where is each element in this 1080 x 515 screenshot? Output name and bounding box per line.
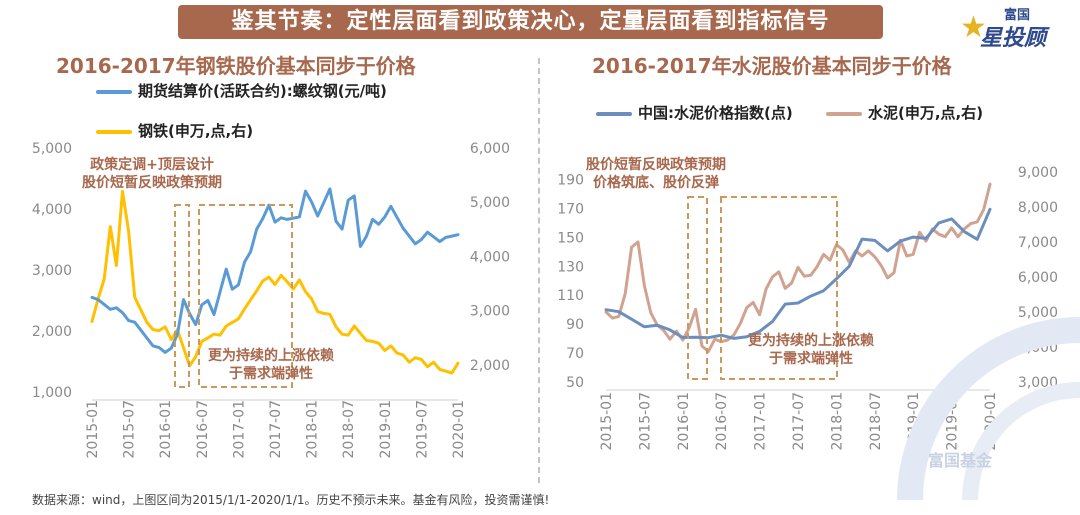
x-tick-label: 2019-07 <box>414 400 430 459</box>
x-tick-label: 2016-01 <box>676 392 692 451</box>
y-right-tick-label: 9,000 <box>1018 165 1058 181</box>
y-left-tick-label: 1,000 <box>32 385 72 401</box>
series-line-primary <box>90 187 460 354</box>
x-tick-label: 2017-01 <box>753 392 769 451</box>
x-tick-label: 2015-07 <box>637 392 653 451</box>
y-right-tick-label: 4,000 <box>470 249 510 265</box>
legend-label: 期货结算价(活跃合约):螺纹钢(元/吨) <box>138 82 387 100</box>
annotation-line: 股价短暂反映政策预期 <box>586 157 726 173</box>
y-left-tick-label: 190 <box>557 172 584 188</box>
y-right-tick-label: 3,000 <box>470 304 510 320</box>
y-right-tick-label: 7,000 <box>1018 235 1058 251</box>
x-tick-label: 2016-07 <box>714 392 730 451</box>
fuguo-logo: ★ 富国 星投顾 <box>960 4 1070 51</box>
left-annotation-bottom: 更为持续的上涨依赖 于需求端弹性 <box>208 347 334 383</box>
watermark-text: 富国基金 <box>928 451 993 470</box>
logo-top-text: 富国 <box>1004 8 1031 23</box>
annotation-line: 价格筑底、股价反弹 <box>593 175 719 191</box>
legend-label: 中国:水泥价格指数(点) <box>638 104 793 122</box>
legend-label: 钢铁(申万,点,右) <box>138 122 254 140</box>
x-tick-label: 2017-01 <box>231 400 247 459</box>
annotation-line: 于需求端弹性 <box>229 366 313 382</box>
y-left-tick-label: 50 <box>566 375 584 391</box>
series-line-primary <box>604 207 992 340</box>
y-left-tick-label: 70 <box>566 346 584 362</box>
annotation-box <box>198 204 293 388</box>
y-left-tick-label: 5,000 <box>32 141 72 157</box>
legend-swatch-yellow <box>96 129 132 134</box>
annotation-box <box>174 204 190 388</box>
y-left-tick-label: 4,000 <box>32 202 72 218</box>
annotation-line: 政策定调+顶层设计 <box>90 157 214 173</box>
right-annotation-top: 股价短暂反映政策预期 价格筑底、股价反弹 <box>586 156 726 192</box>
y-left-tick-label: 2,000 <box>32 324 72 340</box>
right-legend-cement-index: 中国:水泥价格指数(点) <box>596 102 793 123</box>
y-right-tick-label: 2,000 <box>470 358 510 374</box>
x-tick-label: 2018-01 <box>829 392 845 451</box>
y-right-tick-label: 6,000 <box>470 141 510 157</box>
left-annotation-top: 政策定调+顶层设计 股价短暂反映政策预期 <box>82 156 222 192</box>
y-left-tick-label: 150 <box>557 230 584 246</box>
legend-label: 水泥(申万,点,右) <box>868 104 984 122</box>
y-right-tick-label: 5,000 <box>1018 305 1058 321</box>
legend-swatch-blue <box>96 89 132 94</box>
x-tick-label: 2017-07 <box>268 400 284 459</box>
x-tick-label: 2015-01 <box>599 392 615 451</box>
star-icon: ★ <box>960 10 987 45</box>
header-banner: 鉴其节奏：定性层面看到政策决心，定量层面看到指标信号 <box>178 5 883 39</box>
x-tick-label: 2018-07 <box>868 392 884 451</box>
watermark-arc <box>897 317 1080 501</box>
y-right-tick-label: 6,000 <box>1018 270 1058 286</box>
x-tick-label: 2020-01 <box>451 400 467 459</box>
legend-swatch-slate <box>596 111 632 116</box>
x-tick-label: 2017-07 <box>791 392 807 451</box>
x-tick-label: 2018-01 <box>305 400 321 459</box>
x-tick-label: 2018-07 <box>341 400 357 459</box>
legend-swatch-pink <box>826 111 862 116</box>
left-chart-title: 2016-2017年钢铁股价基本同步于价格 <box>56 54 416 78</box>
y-right-tick-label: 8,000 <box>1018 200 1058 216</box>
y-right-tick-label: 5,000 <box>470 195 510 211</box>
x-tick-label: 2016-01 <box>158 400 174 459</box>
x-tick-label: 2016-07 <box>195 400 211 459</box>
annotation-box <box>720 196 838 380</box>
series-line-secondary <box>90 189 460 375</box>
y-left-tick-label: 130 <box>557 259 584 275</box>
annotation-line: 更为持续的上涨依赖 <box>748 333 874 349</box>
source-note: 数据来源：wind，上图区间为2015/1/1-2020/1/1。历史不预示未来… <box>32 493 550 507</box>
x-tick-label: 2015-07 <box>122 400 138 459</box>
right-annotation-bottom: 更为持续的上涨依赖 于需求端弹性 <box>748 332 874 368</box>
chart-divider <box>538 58 540 483</box>
annotation-line: 更为持续的上涨依赖 <box>208 348 334 364</box>
annotation-line: 股价短暂反映政策预期 <box>82 175 222 191</box>
annotation-line: 于需求端弹性 <box>769 351 853 367</box>
logo-main-text: 星投顾 <box>980 26 1047 51</box>
y-left-tick-label: 90 <box>566 317 584 333</box>
x-tick-label: 2019-01 <box>378 400 394 459</box>
x-tick-label: 2015-01 <box>85 400 101 459</box>
series-line-secondary <box>604 182 992 353</box>
left-legend-steel-stock: 钢铁(申万,点,右) <box>96 120 253 141</box>
y-left-tick-label: 110 <box>557 288 584 304</box>
right-chart-title: 2016-2017年水泥股价基本同步于价格 <box>592 54 952 78</box>
y-left-tick-label: 170 <box>557 201 584 217</box>
y-left-tick-label: 3,000 <box>32 263 72 279</box>
annotation-box <box>687 196 708 380</box>
watermark-arc <box>962 382 1080 501</box>
right-legend-cement-stock: 水泥(申万,点,右) <box>826 102 983 123</box>
left-legend-steel-price: 期货结算价(活跃合约):螺纹钢(元/吨) <box>96 80 387 101</box>
